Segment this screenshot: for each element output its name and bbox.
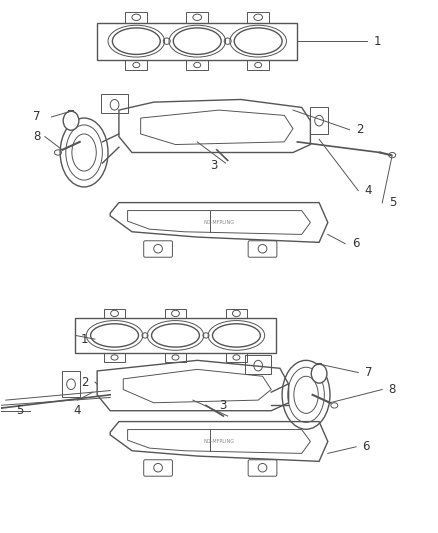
Text: 7: 7: [365, 366, 372, 379]
Text: 5: 5: [16, 404, 23, 417]
Text: 5: 5: [389, 196, 396, 209]
Text: 8: 8: [33, 130, 41, 143]
Bar: [125, 60, 147, 70]
Text: 3: 3: [219, 399, 226, 413]
Text: 4: 4: [365, 184, 372, 197]
Bar: [104, 353, 125, 362]
Bar: [247, 12, 269, 22]
Bar: [104, 309, 125, 318]
Bar: [226, 309, 247, 318]
Bar: [165, 353, 186, 362]
Text: 2: 2: [356, 123, 364, 136]
Text: NO-MFPLING: NO-MFPLING: [204, 439, 234, 444]
Text: 8: 8: [389, 383, 396, 396]
Bar: [226, 353, 247, 362]
Text: 7: 7: [33, 110, 41, 124]
Text: 3: 3: [210, 159, 218, 172]
Text: 6: 6: [352, 237, 359, 250]
Ellipse shape: [63, 111, 79, 130]
Text: 1: 1: [81, 333, 88, 345]
Bar: [186, 60, 208, 70]
Ellipse shape: [311, 364, 327, 383]
Bar: [125, 12, 147, 22]
Text: 1: 1: [374, 35, 381, 47]
Bar: [247, 60, 269, 70]
Text: 6: 6: [363, 440, 370, 453]
Bar: [245, 355, 271, 374]
Text: 2: 2: [81, 376, 88, 389]
Bar: [102, 94, 127, 113]
Bar: [165, 309, 186, 318]
Text: 4: 4: [74, 405, 81, 417]
Bar: [186, 12, 208, 22]
Text: NO-MFPLING: NO-MFPLING: [204, 220, 234, 225]
Bar: [62, 371, 80, 398]
Bar: [311, 108, 328, 134]
